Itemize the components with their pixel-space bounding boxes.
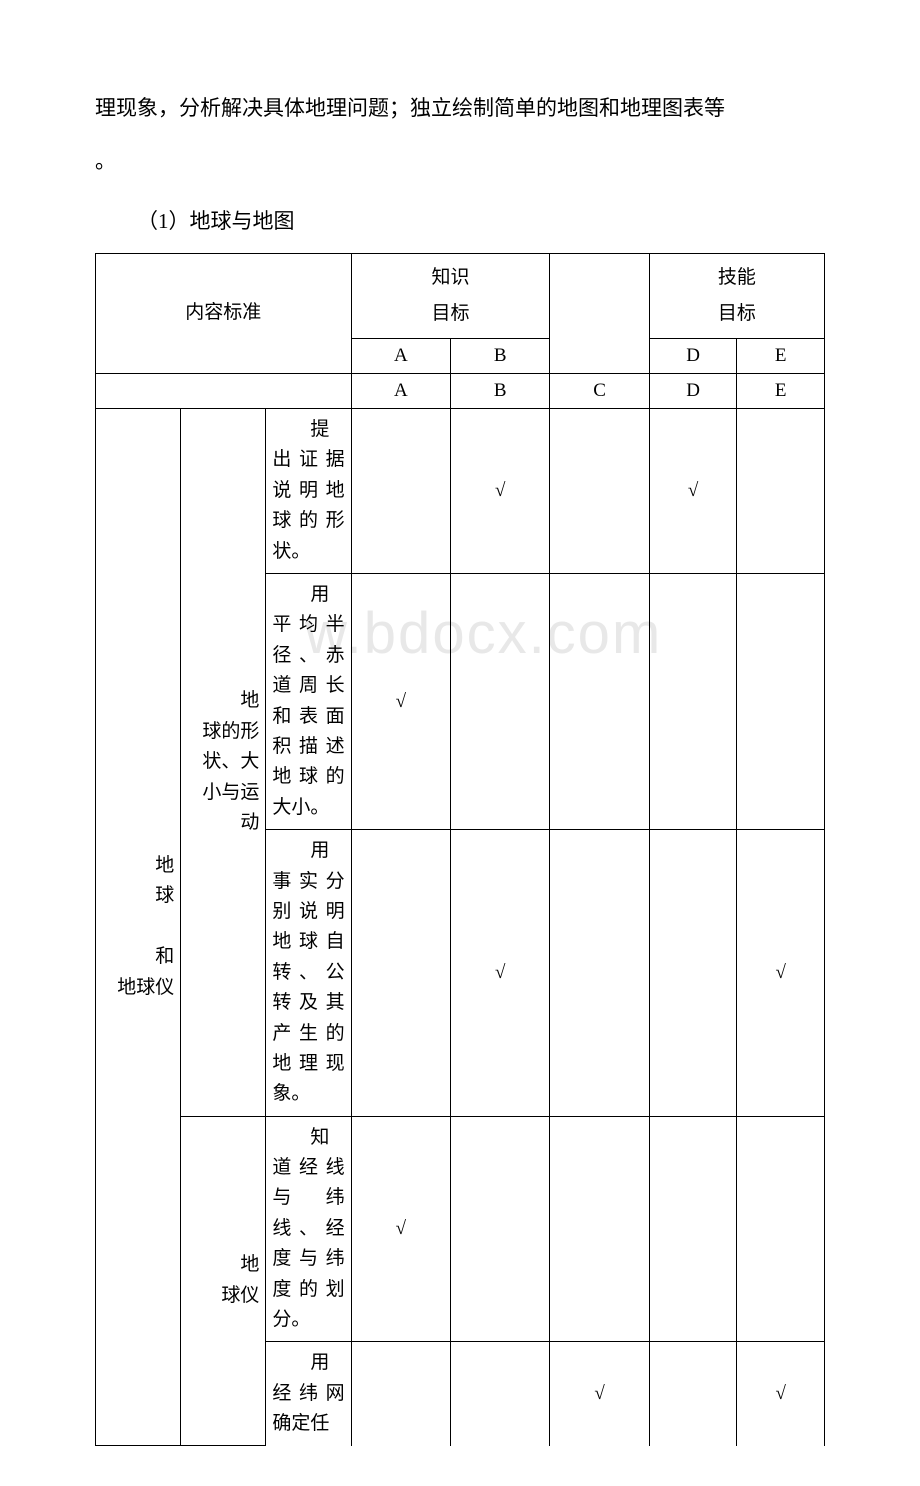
cell-d bbox=[649, 1116, 737, 1342]
cell-a: √ bbox=[351, 1116, 450, 1342]
header-col-e-2: E bbox=[737, 374, 825, 409]
cell-c: √ bbox=[550, 1342, 649, 1446]
cell-d bbox=[649, 574, 737, 830]
cell-b bbox=[451, 574, 550, 830]
cell-d bbox=[649, 830, 737, 1117]
cell-b: √ bbox=[451, 409, 550, 574]
section-title: （1）地球与地图 bbox=[95, 203, 825, 241]
row-desc: 提出证据说明地球的形状。 bbox=[266, 409, 351, 574]
cell-e bbox=[737, 574, 825, 830]
row-desc: 用经纬网确定任 bbox=[266, 1342, 351, 1446]
cell-c bbox=[550, 574, 649, 830]
cell-a: √ bbox=[351, 574, 450, 830]
header-col-e: E bbox=[737, 339, 825, 374]
table-header-row-3: A B C D E bbox=[96, 374, 825, 409]
category-earth-globe: 地球 和地球仪 bbox=[96, 409, 181, 1446]
header-knowledge-goal: 知识目标 bbox=[351, 253, 550, 338]
intro-paragraph-line1: 理现象，分析解决具体地理问题；独立绘制简单的地图和地理图表等 bbox=[95, 90, 825, 128]
standards-table: 内容标准 知识目标 技能目标 A B D E A B C D E 地球 和地球仪… bbox=[95, 253, 825, 1446]
cell-e: √ bbox=[737, 1342, 825, 1446]
header-col-d: D bbox=[649, 339, 737, 374]
header-empty-span bbox=[96, 374, 352, 409]
cell-d bbox=[649, 1342, 737, 1446]
cell-c bbox=[550, 830, 649, 1117]
header-col-a-2: A bbox=[351, 374, 450, 409]
cell-a bbox=[351, 830, 450, 1117]
cell-e: √ bbox=[737, 830, 825, 1117]
cell-b bbox=[451, 1342, 550, 1446]
cell-a bbox=[351, 409, 450, 574]
table-header-row-1: 内容标准 知识目标 技能目标 bbox=[96, 253, 825, 338]
header-col-b: B bbox=[451, 339, 550, 374]
cell-c bbox=[550, 409, 649, 574]
cell-a bbox=[351, 1342, 450, 1446]
header-col-b-2: B bbox=[451, 374, 550, 409]
cell-e bbox=[737, 1116, 825, 1342]
header-col-c-2: C bbox=[550, 374, 649, 409]
table-row: 地球仪 知道经线与纬线、经度与纬度的划分。 √ bbox=[96, 1116, 825, 1342]
row-desc: 用平均半径、赤道周长和表面积描述地球的大小。 bbox=[266, 574, 351, 830]
row-desc: 知道经线与纬线、经度与纬度的划分。 bbox=[266, 1116, 351, 1342]
header-skill-goal: 技能目标 bbox=[649, 253, 824, 338]
subcategory-earth-shape: 地球的形状、大小与运动 bbox=[181, 409, 266, 1117]
table-row: 地球 和地球仪 地球的形状、大小与运动 提出证据说明地球的形状。 √ √ bbox=[96, 409, 825, 574]
subcategory-globe: 地球仪 bbox=[181, 1116, 266, 1445]
intro-paragraph-line2: 。 bbox=[95, 148, 825, 175]
cell-b bbox=[451, 1116, 550, 1342]
cell-c bbox=[550, 1116, 649, 1342]
header-col-c-spacer bbox=[550, 253, 649, 373]
cell-d: √ bbox=[649, 409, 737, 574]
header-content-standard: 内容标准 bbox=[96, 253, 352, 373]
cell-b: √ bbox=[451, 830, 550, 1117]
header-col-d-2: D bbox=[649, 374, 737, 409]
header-col-a: A bbox=[351, 339, 450, 374]
cell-e bbox=[737, 409, 825, 574]
row-desc: 用事实分别说明地球自转、公转及其产生的地理现象。 bbox=[266, 830, 351, 1117]
